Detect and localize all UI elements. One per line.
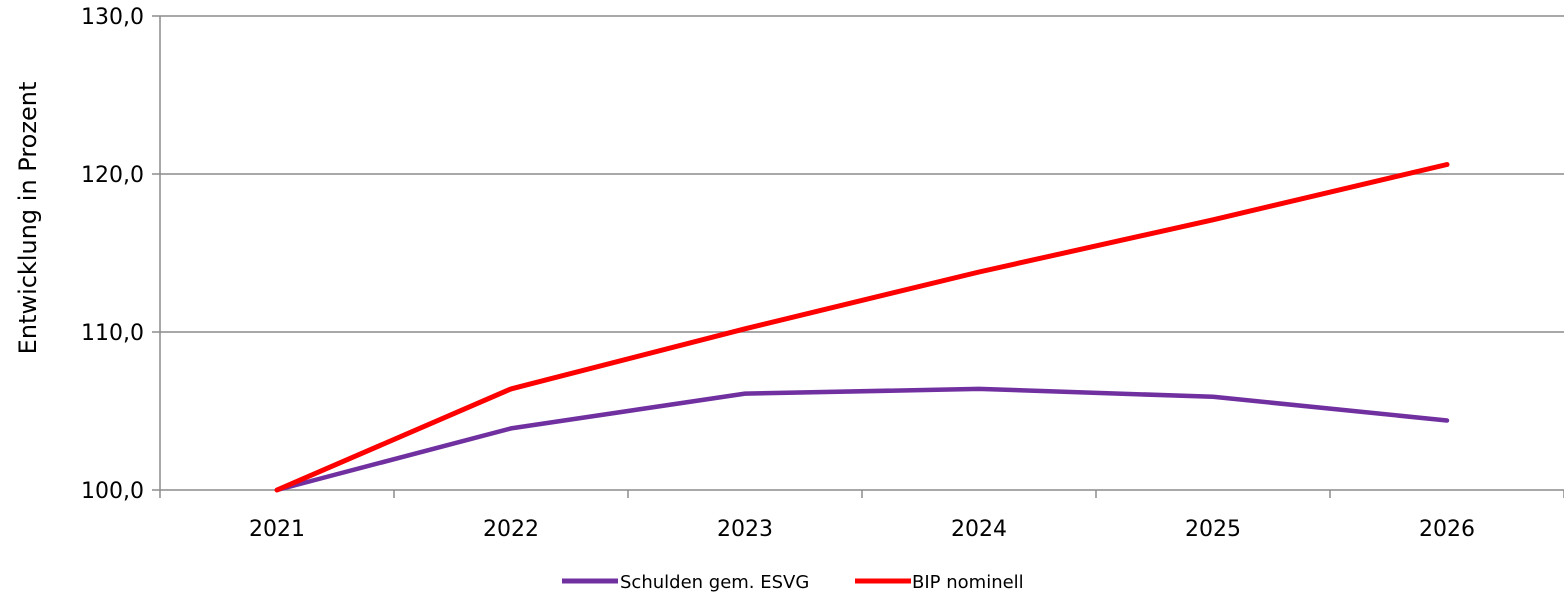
y-tick-label: 120,0 — [81, 163, 144, 188]
gridlines — [160, 15, 1564, 333]
tick-labels: 100,0 110,0 120,0 130,0 2021 2022 2023 2024 2025… — [81, 5, 1475, 542]
x-tick-label: 2021 — [249, 517, 305, 542]
x-tick-label: 2023 — [717, 517, 773, 542]
legend: Schulden gem. ESVG BIP nominell — [562, 572, 1024, 592]
x-tick-label: 2026 — [1419, 517, 1475, 542]
series-line-1 — [274, 386, 1450, 493]
y-tick-label: 100,0 — [81, 479, 144, 504]
series-lines — [274, 162, 1450, 493]
y-tick-label: 130,0 — [81, 5, 144, 30]
y-tick-label: 110,0 — [81, 321, 144, 346]
x-tick-label: 2025 — [1185, 517, 1241, 542]
legend-label: Schulden gem. ESVG — [620, 572, 809, 592]
x-tick-label: 2022 — [483, 517, 539, 542]
axes — [152, 15, 1564, 498]
series-line-2 — [274, 162, 1450, 493]
legend-label: BIP nominell — [912, 572, 1024, 592]
y-axis-title: Entwicklung in Prozent — [14, 82, 42, 355]
x-tick-label: 2024 — [951, 517, 1007, 542]
